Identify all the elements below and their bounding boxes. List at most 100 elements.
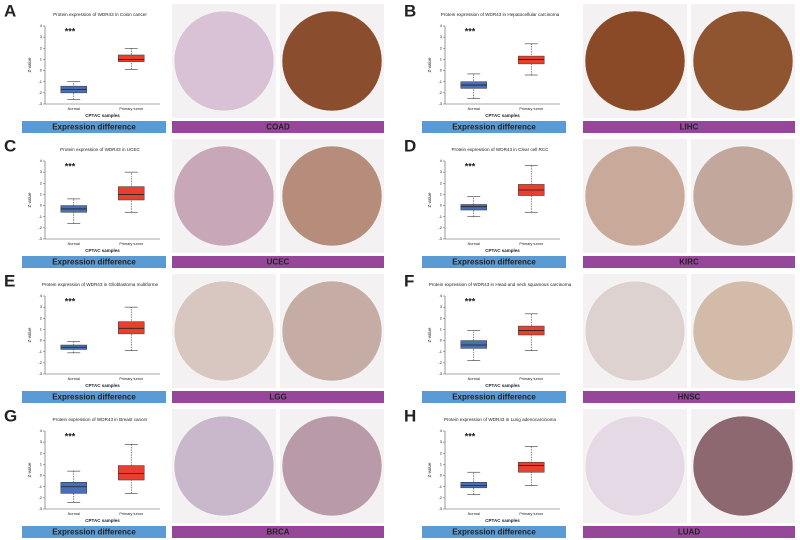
y-tick-label: 3 xyxy=(40,439,43,444)
x-tick-label: Primary tumor xyxy=(519,512,544,516)
y-tick-label: 2 xyxy=(40,315,43,320)
footer-banner xyxy=(422,391,566,403)
x-axis-label: CPTAC samples xyxy=(85,383,120,388)
box xyxy=(118,465,145,481)
y-tick-label: 4 xyxy=(40,428,43,433)
y-tick-label: 4 xyxy=(440,23,443,28)
y-tick-label: 1 xyxy=(40,326,43,331)
x-tick-label: Primary tumor xyxy=(119,107,144,111)
panel-letter: C xyxy=(4,136,16,155)
tissue-banner xyxy=(583,526,795,538)
y-tick-label: -2 xyxy=(38,495,42,500)
tissue-label: COAD xyxy=(266,123,290,132)
y-axis-label: Z-value xyxy=(27,57,32,73)
chart-title: Protein expression of WDR43 in Colon can… xyxy=(53,12,147,17)
tissue-core xyxy=(281,415,383,517)
y-tick-label: 0 xyxy=(440,68,443,73)
tissue-banner xyxy=(172,526,384,538)
y-tick-label: 2 xyxy=(440,45,443,50)
footer-label: Expression difference xyxy=(52,258,136,267)
y-tick-label: 3 xyxy=(440,169,443,174)
y-tick-label: 0 xyxy=(40,473,43,478)
y-tick-label: 2 xyxy=(40,450,43,455)
x-tick-label: Normal xyxy=(468,377,480,381)
y-tick-label: -3 xyxy=(438,101,442,106)
tissue-label: UCEC xyxy=(267,258,290,267)
y-tick-label: 1 xyxy=(40,191,43,196)
tissue-core xyxy=(281,10,383,112)
box xyxy=(518,55,545,65)
tissue-core xyxy=(584,280,686,382)
y-tick-label: 2 xyxy=(440,180,443,185)
x-tick-label: Primary tumor xyxy=(519,107,544,111)
tissue-banner xyxy=(583,121,795,133)
y-tick-label: -2 xyxy=(438,90,442,95)
tissue-core xyxy=(692,415,794,517)
x-tick-label: Primary tumor xyxy=(119,512,144,516)
y-tick-label: 4 xyxy=(440,158,443,163)
chart-title: Protein expression of WDR43 in Lung aden… xyxy=(444,417,557,422)
x-tick-label: Normal xyxy=(68,377,80,381)
box xyxy=(118,321,145,335)
y-tick-label: 4 xyxy=(40,158,43,163)
annotation: *** xyxy=(465,161,476,171)
x-axis-label: CPTAC samples xyxy=(485,383,520,388)
y-tick-label: 3 xyxy=(40,304,43,309)
y-tick-label: 2 xyxy=(40,45,43,50)
y-tick-label: -3 xyxy=(38,506,42,511)
tissue-core xyxy=(692,10,794,112)
y-tick-label: -1 xyxy=(438,349,442,354)
x-axis-label: CPTAC samples xyxy=(85,113,120,118)
y-tick-label: 3 xyxy=(440,439,443,444)
x-tick-label: Normal xyxy=(468,107,480,111)
footer-banner xyxy=(22,256,166,268)
annotation: *** xyxy=(465,296,476,306)
y-tick-label: 2 xyxy=(440,450,443,455)
y-tick-label: -2 xyxy=(38,90,42,95)
footer-label: Expression difference xyxy=(452,123,536,132)
y-tick-label: 3 xyxy=(440,304,443,309)
chart-title: Protein expression of WDR43 in Hepatocel… xyxy=(441,12,560,17)
y-axis-label: Z-value xyxy=(427,327,432,343)
y-tick-label: -1 xyxy=(38,79,42,84)
chart-title: Protein expression of WDR43 in UCEC xyxy=(60,147,140,152)
annotation: *** xyxy=(465,26,476,36)
y-tick-label: 1 xyxy=(440,191,443,196)
y-tick-label: 1 xyxy=(440,326,443,331)
tissue-label: LUAD xyxy=(678,528,700,537)
y-tick-label: 4 xyxy=(40,23,43,28)
y-tick-label: -1 xyxy=(38,349,42,354)
tissue-label: LIHC xyxy=(680,123,699,132)
y-tick-label: -1 xyxy=(38,214,42,219)
tissue-banner xyxy=(583,256,795,268)
box xyxy=(460,204,487,211)
y-tick-label: 2 xyxy=(440,315,443,320)
x-axis-label: CPTAC samples xyxy=(485,248,520,253)
y-tick-label: -2 xyxy=(438,225,442,230)
x-tick-label: Normal xyxy=(68,242,80,246)
tissue-core xyxy=(173,145,275,247)
tissue-core xyxy=(584,415,686,517)
footer-label: Expression difference xyxy=(452,528,536,537)
chart-title: Protein expression of WDR43 in Head and … xyxy=(429,282,572,287)
tissue-core xyxy=(281,145,383,247)
x-axis-label: CPTAC samples xyxy=(485,113,520,118)
y-tick-label: 1 xyxy=(440,461,443,466)
x-axis-label: CPTAC samples xyxy=(85,248,120,253)
box xyxy=(518,461,545,473)
y-axis-label: Z-value xyxy=(427,462,432,478)
y-tick-label: -3 xyxy=(438,236,442,241)
y-axis-label: Z-value xyxy=(427,192,432,208)
y-tick-label: -3 xyxy=(438,371,442,376)
panel-letter: G xyxy=(4,406,17,425)
y-tick-label: 0 xyxy=(440,338,443,343)
y-tick-label: 2 xyxy=(40,180,43,185)
chart-title: Protein expression of WDR43 in Glioblast… xyxy=(42,282,159,287)
y-tick-label: 1 xyxy=(40,461,43,466)
annotation: *** xyxy=(65,296,76,306)
box xyxy=(460,482,487,489)
y-tick-label: -2 xyxy=(438,495,442,500)
x-tick-label: Normal xyxy=(468,242,480,246)
annotation: *** xyxy=(65,26,76,36)
